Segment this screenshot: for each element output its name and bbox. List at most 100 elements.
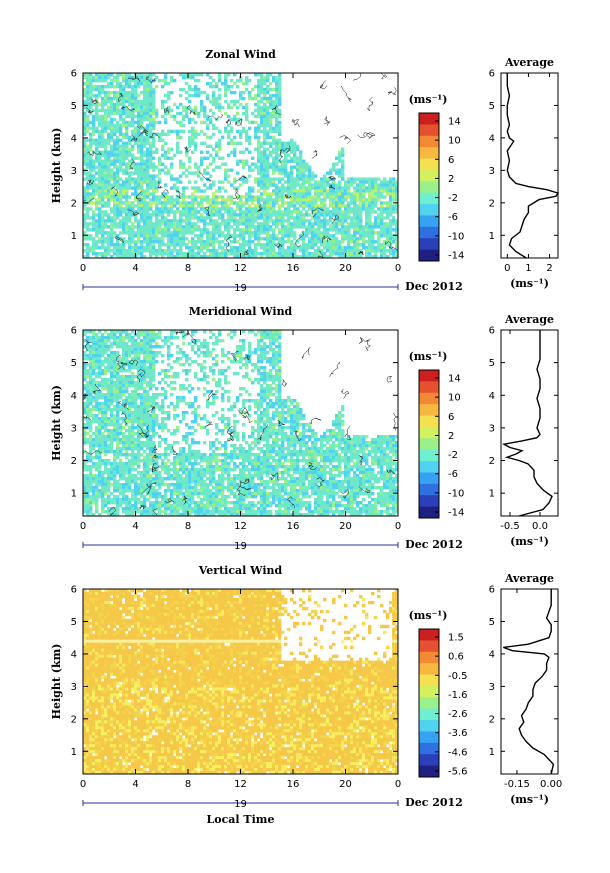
average-y-tick-label: 1	[489, 747, 495, 758]
x-tick-label: 16	[287, 263, 300, 274]
average-y-tick-label: 4	[489, 133, 495, 144]
x-tick-label: 4	[132, 521, 138, 532]
x-tick-label: 4	[132, 263, 138, 274]
average-x-tick-label: 1	[525, 263, 531, 274]
x-tick-label: 16	[287, 779, 300, 790]
colorbar-segment	[419, 135, 439, 148]
x-tick-label: 0	[395, 521, 401, 532]
average-frame	[500, 329, 559, 517]
x-tick-label: 0	[80, 263, 86, 274]
colorbar-tick-label: -1.6	[448, 690, 468, 701]
average-y-tick-label: 4	[489, 391, 495, 402]
x-tick-label: 8	[185, 779, 191, 790]
colorbar-tick-label: 14	[448, 117, 461, 128]
colorbar-segment	[419, 685, 439, 698]
average-title: Average	[504, 572, 554, 585]
colorbar-tick-label: -6	[448, 469, 458, 480]
colorbar-segment	[419, 495, 439, 508]
colorbar-segment	[419, 158, 439, 171]
y-tick-label: 2	[71, 714, 77, 725]
average-x-tick-label: 0.00	[540, 779, 562, 790]
colorbar-segment	[419, 226, 439, 239]
contour-lines	[83, 73, 398, 258]
average-y-tick-label: 1	[489, 231, 495, 242]
x-tick-label: 12	[234, 779, 247, 790]
x-axis-label: Local Time	[207, 813, 275, 826]
colorbar-segment	[419, 506, 439, 519]
colorbar-tick-label: -4.6	[448, 747, 468, 758]
colorbar-tick-label: -6	[448, 212, 458, 223]
y-tick-label: 1	[71, 231, 77, 242]
colorbar-segment	[419, 629, 439, 641]
x-tick-label: 12	[234, 521, 247, 532]
colorbar-segment	[419, 181, 439, 194]
average-y-tick-label: 2	[489, 714, 495, 725]
colorbar-tick-label: -10	[448, 488, 464, 499]
date-label: Dec 2012	[405, 796, 463, 809]
average-y-tick-label: 1	[489, 489, 495, 500]
x-tick-label: 16	[287, 521, 300, 532]
colorbar-unit: (ms⁻¹)	[409, 609, 448, 622]
average-x-label: (ms⁻¹)	[510, 535, 549, 548]
day-label: 19	[234, 541, 247, 552]
colorbar-segment	[419, 449, 439, 462]
colorbar-segment	[419, 483, 439, 496]
colorbar-segment	[419, 708, 439, 721]
x-tick-label: 8	[185, 521, 191, 532]
average-x-tick-label: -0.5	[500, 521, 520, 532]
y-axis-label: Height (km)	[50, 385, 63, 461]
y-axis-label: Height (km)	[50, 128, 63, 204]
colorbar-tick-label: -0.5	[448, 671, 468, 682]
x-tick-label: 0	[80, 521, 86, 532]
colorbar-segment	[419, 381, 439, 394]
colorbar-tick-label: -3.6	[448, 728, 468, 739]
average-y-tick-label: 5	[489, 617, 495, 628]
average-y-tick-label: 3	[489, 423, 495, 434]
colorbar-tick-label: -14	[448, 508, 464, 519]
colorbar-segment	[419, 461, 439, 473]
colorbar-tick-label: 6	[448, 412, 454, 423]
average-x-label: (ms⁻¹)	[510, 277, 549, 290]
colorbar-segment	[419, 215, 439, 228]
heatmap-field	[83, 73, 398, 258]
average-x-label: (ms⁻¹)	[510, 793, 549, 806]
colorbar-segment	[419, 472, 439, 485]
colorbar-tick-label: -2	[448, 450, 458, 461]
x-tick-label: 0	[395, 779, 401, 790]
y-tick-label: 1	[71, 747, 77, 758]
colorbar-segment	[419, 640, 439, 653]
colorbar-segment	[419, 731, 439, 744]
colorbar-tick-label: 1.5	[448, 633, 464, 644]
colorbar-tick-label: -2	[448, 193, 458, 204]
x-tick-label: 8	[185, 263, 191, 274]
x-tick-label: 0	[80, 779, 86, 790]
colorbar-segment	[419, 124, 439, 137]
y-tick-label: 2	[71, 198, 77, 209]
contour-lines	[83, 331, 398, 516]
colorbar-tick-label: 2	[448, 174, 454, 185]
colorbar-segment	[419, 742, 439, 755]
colorbar-segment	[419, 238, 439, 251]
colorbar-segment	[419, 249, 439, 262]
colorbar-tick-label: -2.6	[448, 709, 468, 720]
heatmap-field	[83, 330, 398, 516]
colorbar-tick-label: -14	[448, 251, 464, 262]
x-tick-label: 4	[132, 779, 138, 790]
day-label: 19	[234, 283, 247, 294]
panel-title: Meridional Wind	[189, 305, 293, 318]
colorbar-frame	[418, 628, 440, 778]
y-tick-label: 3	[71, 682, 77, 693]
y-tick-label: 5	[71, 101, 77, 112]
y-tick-label: 6	[71, 69, 77, 80]
y-tick-label: 5	[71, 358, 77, 369]
average-y-tick-label: 3	[489, 166, 495, 177]
average-frame	[500, 588, 559, 775]
colorbar-segment	[419, 754, 439, 767]
colorbar-segment	[419, 204, 439, 216]
panel-title: Zonal Wind	[205, 48, 276, 61]
average-y-tick-label: 5	[489, 358, 495, 369]
average-x-tick-label: 0.0	[532, 521, 548, 532]
y-tick-label: 1	[71, 489, 77, 500]
colorbar-tick-label: 10	[448, 136, 461, 147]
